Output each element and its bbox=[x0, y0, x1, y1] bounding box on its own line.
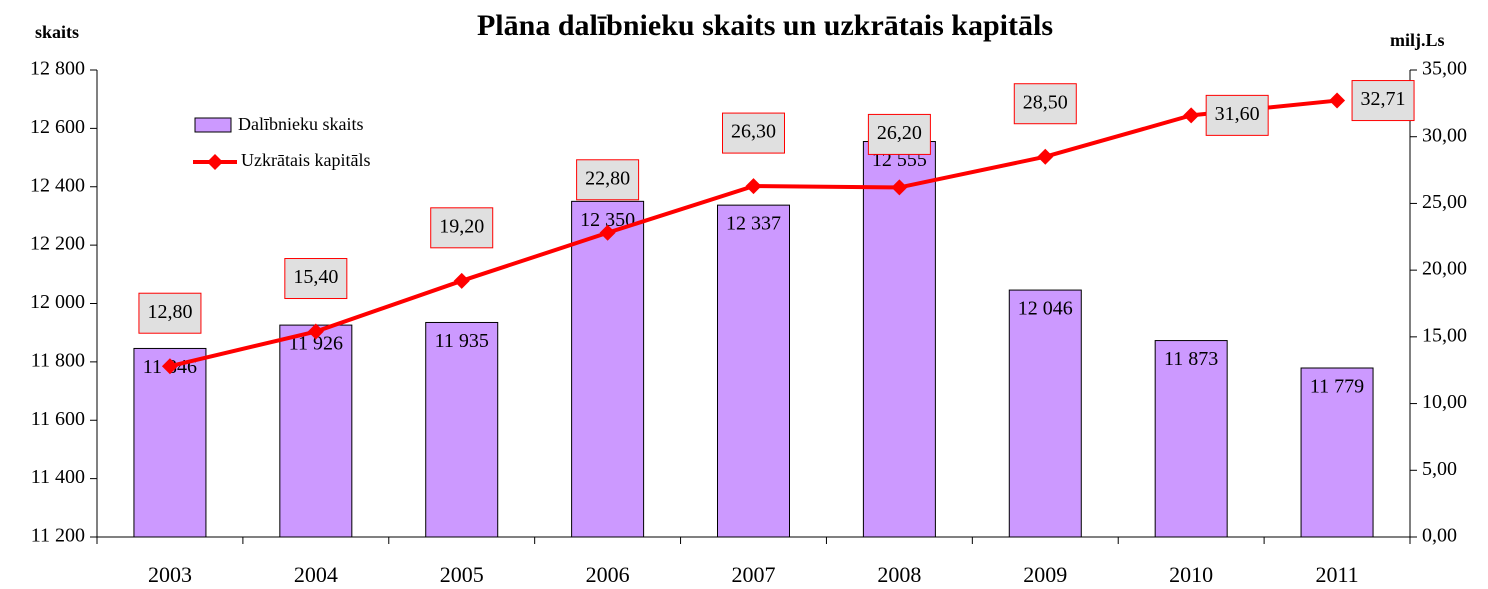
bar bbox=[1008, 289, 1082, 538]
value-label-box bbox=[576, 159, 640, 201]
y2-tick-label: 0,00 bbox=[1422, 525, 1457, 547]
value-label-box bbox=[138, 292, 202, 334]
legend-swatch bbox=[194, 117, 232, 133]
y2-tick-label: 10,00 bbox=[1422, 391, 1467, 413]
bar-value-label: 11 935 bbox=[435, 330, 489, 352]
bar bbox=[279, 324, 353, 538]
y-tick-label: 12 000 bbox=[30, 291, 85, 313]
y2-tick-label: 30,00 bbox=[1422, 124, 1467, 146]
line-value-label: 32,71 bbox=[1361, 88, 1406, 110]
y-tick-label: 12 400 bbox=[30, 174, 85, 196]
x-tick-label: 2009 bbox=[1023, 562, 1067, 587]
y2-tick-label: 25,00 bbox=[1422, 191, 1467, 213]
line-value-label: 26,30 bbox=[731, 121, 776, 143]
bar bbox=[717, 204, 790, 538]
value-label-box bbox=[722, 112, 785, 154]
line-value-label: 12,80 bbox=[147, 301, 192, 323]
y-tick-label: 11 800 bbox=[31, 349, 85, 371]
y-tick-label: 12 800 bbox=[30, 58, 85, 80]
line-value-label: 31,60 bbox=[1215, 103, 1260, 125]
value-label-box bbox=[1351, 80, 1415, 122]
value-label-box bbox=[284, 258, 348, 300]
legend-label: Dalībnieku skaits bbox=[238, 114, 363, 134]
bar bbox=[425, 321, 499, 538]
line-value-label: 26,20 bbox=[877, 122, 922, 144]
y-tick-label: 11 600 bbox=[31, 408, 85, 430]
legend-marker bbox=[207, 154, 223, 170]
bar-value-label: 11 873 bbox=[1164, 348, 1218, 370]
bar bbox=[1300, 367, 1374, 538]
value-label-box bbox=[867, 113, 931, 155]
line-marker bbox=[1183, 107, 1200, 124]
chart-title: Plāna dalībnieku skaits un uzkrātais kap… bbox=[477, 9, 1053, 42]
bar bbox=[862, 141, 936, 538]
y-tick-label: 11 200 bbox=[31, 525, 85, 547]
bar bbox=[1154, 340, 1228, 538]
line-value-label: 19,20 bbox=[439, 215, 484, 237]
x-tick-label: 2004 bbox=[294, 562, 338, 587]
line-marker bbox=[1037, 148, 1054, 165]
y2-tick-label: 15,00 bbox=[1422, 324, 1467, 346]
bar-value-label: 12 046 bbox=[1018, 298, 1073, 320]
x-tick-label: 2005 bbox=[440, 562, 484, 587]
bar-value-label: 11 926 bbox=[289, 333, 343, 355]
x-tick-label: 2007 bbox=[732, 562, 776, 587]
value-label-box bbox=[1205, 94, 1269, 136]
line-marker bbox=[891, 179, 908, 196]
line-marker bbox=[1329, 92, 1346, 109]
x-tick-label: 2008 bbox=[877, 562, 921, 587]
y2-axis-label: milj.Ls bbox=[1390, 30, 1445, 50]
legend-label: Uzkrātais kapitāls bbox=[241, 150, 370, 170]
x-tick-label: 2011 bbox=[1315, 562, 1358, 587]
bar bbox=[133, 347, 207, 538]
line-marker bbox=[161, 358, 178, 375]
line-marker bbox=[453, 272, 470, 289]
line-value-label: 22,80 bbox=[585, 167, 630, 189]
y2-tick-label: 20,00 bbox=[1422, 258, 1467, 280]
y-tick-label: 12 600 bbox=[30, 116, 85, 138]
y-axis-label: skaits bbox=[35, 22, 79, 42]
bar bbox=[571, 200, 645, 538]
bar-value-label: 12 350 bbox=[580, 209, 635, 231]
line-marker bbox=[599, 224, 616, 241]
line-marker bbox=[307, 323, 324, 340]
y2-tick-label: 35,00 bbox=[1422, 58, 1467, 80]
x-tick-label: 2003 bbox=[148, 562, 192, 587]
line-marker bbox=[745, 178, 762, 195]
x-tick-label: 2010 bbox=[1169, 562, 1213, 587]
y-tick-label: 11 400 bbox=[31, 466, 85, 488]
value-label-box bbox=[1013, 83, 1077, 125]
y-tick-label: 12 200 bbox=[30, 233, 85, 255]
line-value-label: 28,50 bbox=[1023, 91, 1068, 113]
bar-value-label: 12 337 bbox=[726, 213, 781, 235]
value-label-box bbox=[430, 207, 494, 249]
y2-tick-label: 5,00 bbox=[1422, 458, 1457, 480]
x-tick-label: 2006 bbox=[586, 562, 630, 587]
bar-value-label: 11 779 bbox=[1310, 376, 1364, 398]
line-value-label: 15,40 bbox=[293, 266, 338, 288]
